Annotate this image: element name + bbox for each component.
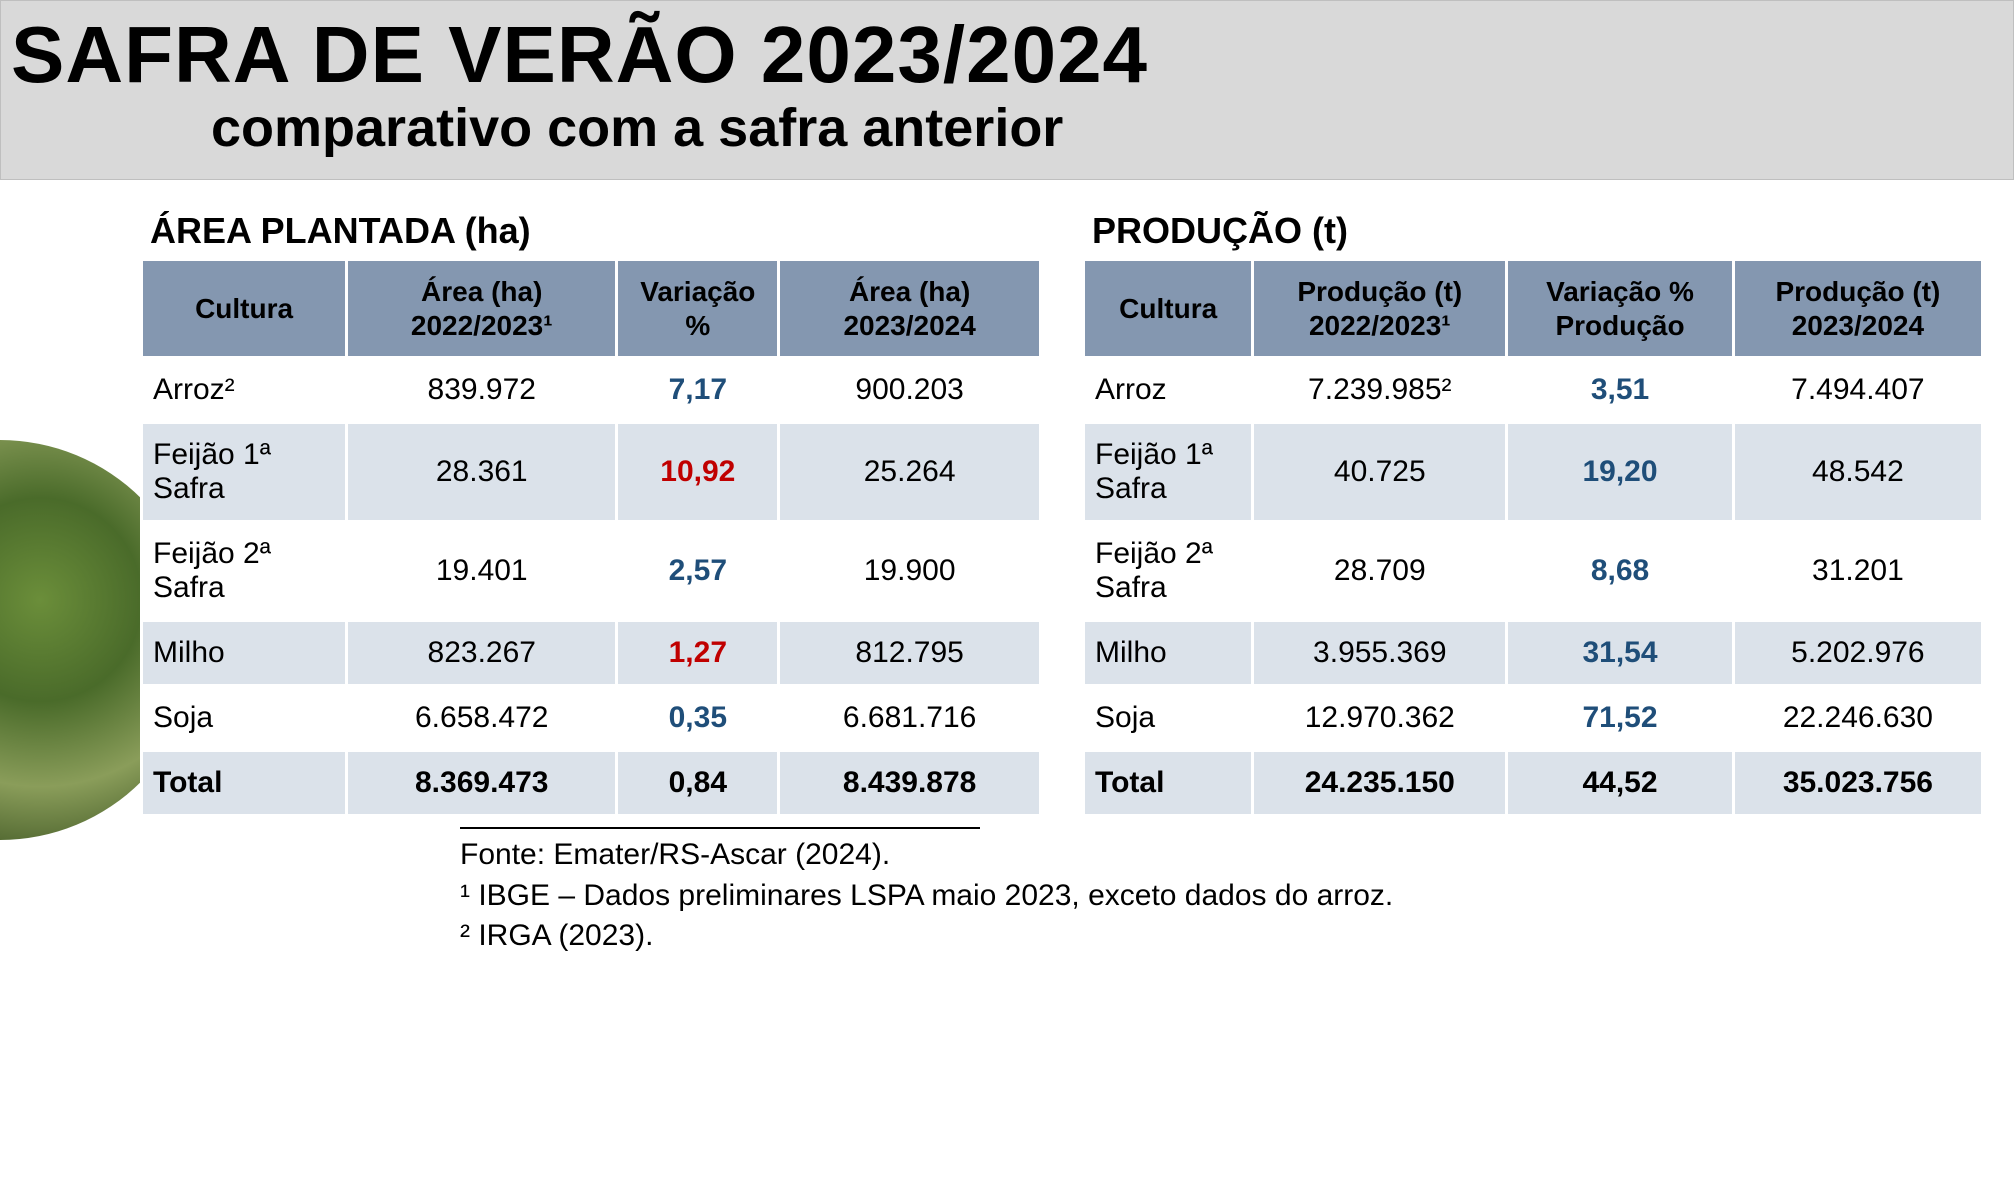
- cell-label: Milho: [142, 621, 347, 686]
- cell-label: Soja: [1084, 686, 1253, 751]
- cell-value: 8.369.473: [347, 751, 617, 816]
- area-table-title: ÁREA PLANTADA (ha): [150, 210, 1042, 252]
- footnote-source: Fonte: Emater/RS-Ascar (2024).: [460, 835, 2014, 876]
- table-row: Soja 12.970.362 71,52 22.246.630: [1084, 686, 1983, 751]
- content-area: ÁREA PLANTADA (ha) Cultura Área (ha) 202…: [0, 180, 2014, 817]
- cell-variation: 0,35: [617, 686, 779, 751]
- area-table-block: ÁREA PLANTADA (ha) Cultura Área (ha) 202…: [140, 210, 1042, 817]
- prod-table-header-row: Cultura Produção (t) 2022/2023¹ Variação…: [1084, 260, 1983, 358]
- cell-value: 28.709: [1253, 522, 1507, 621]
- prod-table: Cultura Produção (t) 2022/2023¹ Variação…: [1082, 258, 1984, 817]
- cell-label: Feijão 1ª Safra: [1084, 423, 1253, 522]
- cell-variation: 44,52: [1507, 751, 1734, 816]
- cell-label: Soja: [142, 686, 347, 751]
- cell-value: 900.203: [779, 358, 1041, 423]
- cell-variation: 10,92: [617, 423, 779, 522]
- cell-value: 24.235.150: [1253, 751, 1507, 816]
- table-row: Arroz² 839.972 7,17 900.203: [142, 358, 1041, 423]
- cell-value: 19.401: [347, 522, 617, 621]
- footnote-1: ¹ IBGE – Dados preliminares LSPA maio 20…: [460, 876, 2014, 917]
- prod-col-2022: Produção (t) 2022/2023¹: [1253, 260, 1507, 358]
- cell-label: Arroz: [1084, 358, 1253, 423]
- prod-table-block: PRODUÇÃO (t) Cultura Produção (t) 2022/2…: [1082, 210, 1984, 817]
- cell-value: 6.658.472: [347, 686, 617, 751]
- cell-variation: 19,20: [1507, 423, 1734, 522]
- cell-label: Total: [142, 751, 347, 816]
- prod-table-title: PRODUÇÃO (t): [1092, 210, 1984, 252]
- cell-label: Feijão 2ª Safra: [142, 522, 347, 621]
- cell-variation: 71,52: [1507, 686, 1734, 751]
- cell-variation: 1,27: [617, 621, 779, 686]
- cell-value: 812.795: [779, 621, 1041, 686]
- table-row-total: Total 24.235.150 44,52 35.023.756: [1084, 751, 1983, 816]
- table-row-total: Total 8.369.473 0,84 8.439.878: [142, 751, 1041, 816]
- cell-label: Milho: [1084, 621, 1253, 686]
- table-row: Feijão 1ª Safra 40.725 19,20 48.542: [1084, 423, 1983, 522]
- table-row: Soja 6.658.472 0,35 6.681.716: [142, 686, 1041, 751]
- table-row: Feijão 2ª Safra 28.709 8,68 31.201: [1084, 522, 1983, 621]
- footnotes: Fonte: Emater/RS-Ascar (2024). ¹ IBGE – …: [460, 827, 2014, 957]
- cell-variation: 0,84: [617, 751, 779, 816]
- table-row: Milho 3.955.369 31,54 5.202.976: [1084, 621, 1983, 686]
- cell-value: 3.955.369: [1253, 621, 1507, 686]
- cell-value: 12.970.362: [1253, 686, 1507, 751]
- prod-col-cultura: Cultura: [1084, 260, 1253, 358]
- cell-value: 7.239.985²: [1253, 358, 1507, 423]
- cell-label: Total: [1084, 751, 1253, 816]
- footnote-2: ² IRGA (2023).: [460, 916, 2014, 957]
- cell-variation: 7,17: [617, 358, 779, 423]
- cell-label: Feijão 1ª Safra: [142, 423, 347, 522]
- table-row: Milho 823.267 1,27 812.795: [142, 621, 1041, 686]
- area-table-header-row: Cultura Área (ha) 2022/2023¹ Variação % …: [142, 260, 1041, 358]
- area-col-cultura: Cultura: [142, 260, 347, 358]
- cell-value: 25.264: [779, 423, 1041, 522]
- area-col-variacao: Variação %: [617, 260, 779, 358]
- cell-variation: 8,68: [1507, 522, 1734, 621]
- cell-value: 7.494.407: [1733, 358, 1982, 423]
- cell-variation: 3,51: [1507, 358, 1734, 423]
- prod-col-2023: Produção (t) 2023/2024: [1733, 260, 1982, 358]
- cell-label: Arroz²: [142, 358, 347, 423]
- cell-value: 19.900: [779, 522, 1041, 621]
- page-subtitle: comparativo com a safra anterior: [211, 97, 2003, 159]
- table-row: Feijão 1ª Safra 28.361 10,92 25.264: [142, 423, 1041, 522]
- cell-value: 6.681.716: [779, 686, 1041, 751]
- area-table: Cultura Área (ha) 2022/2023¹ Variação % …: [140, 258, 1042, 817]
- area-col-2023: Área (ha) 2023/2024: [779, 260, 1041, 358]
- cell-variation: 31,54: [1507, 621, 1734, 686]
- cell-value: 28.361: [347, 423, 617, 522]
- cell-value: 8.439.878: [779, 751, 1041, 816]
- header-bar: SAFRA DE VERÃO 2023/2024 comparativo com…: [0, 0, 2014, 180]
- cell-variation: 2,57: [617, 522, 779, 621]
- cell-value: 31.201: [1733, 522, 1982, 621]
- cell-value: 839.972: [347, 358, 617, 423]
- cell-value: 823.267: [347, 621, 617, 686]
- area-col-2022: Área (ha) 2022/2023¹: [347, 260, 617, 358]
- cell-value: 22.246.630: [1733, 686, 1982, 751]
- footnote-divider: [460, 827, 980, 829]
- page-title: SAFRA DE VERÃO 2023/2024: [11, 9, 2003, 101]
- cell-value: 40.725: [1253, 423, 1507, 522]
- table-row: Arroz 7.239.985² 3,51 7.494.407: [1084, 358, 1983, 423]
- cell-label: Feijão 2ª Safra: [1084, 522, 1253, 621]
- table-row: Feijão 2ª Safra 19.401 2,57 19.900: [142, 522, 1041, 621]
- cell-value: 48.542: [1733, 423, 1982, 522]
- cell-value: 5.202.976: [1733, 621, 1982, 686]
- prod-col-variacao: Variação % Produção: [1507, 260, 1734, 358]
- cell-value: 35.023.756: [1733, 751, 1982, 816]
